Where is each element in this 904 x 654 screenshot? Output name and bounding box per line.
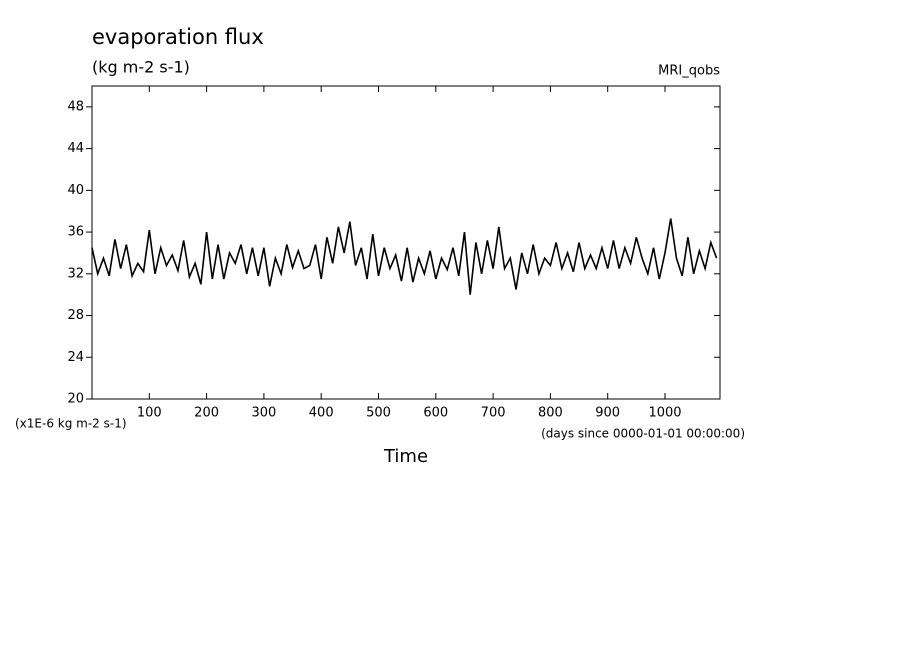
dataset-label: MRI_qobs bbox=[658, 64, 720, 79]
y-tick-label: 20 bbox=[67, 392, 84, 407]
x-tick-label: 100 bbox=[137, 406, 162, 421]
x-tick-label: 1000 bbox=[648, 406, 681, 421]
x-tick-label: 400 bbox=[309, 406, 334, 421]
x-tick-label: 900 bbox=[595, 406, 620, 421]
chart-subtitle: (kg m-2 s-1) bbox=[92, 58, 190, 77]
x-tick-label: 200 bbox=[194, 406, 219, 421]
x-tick-label: 600 bbox=[423, 406, 448, 421]
x-axis-units: (days since 0000-01-01 00:00:00) bbox=[541, 427, 745, 441]
y-tick-label: 48 bbox=[67, 99, 84, 114]
y-tick-label: 24 bbox=[67, 350, 84, 365]
y-tick-label: 32 bbox=[67, 266, 84, 281]
data-line bbox=[91, 218, 718, 295]
x-tick-label: 500 bbox=[366, 406, 391, 421]
chart-title: evaporation flux bbox=[92, 25, 264, 49]
y-tick-label: 36 bbox=[67, 225, 84, 240]
y-tick-label: 28 bbox=[67, 308, 84, 323]
x-axis-label: Time bbox=[383, 446, 428, 467]
y-axis-label: (x1E-6 kg m-2 s-1) bbox=[15, 417, 127, 431]
plot-frame bbox=[91, 85, 721, 400]
x-tick-label: 800 bbox=[538, 406, 563, 421]
x-tick-label: 300 bbox=[251, 406, 276, 421]
x-tick-label: 700 bbox=[481, 406, 506, 421]
y-tick-label: 40 bbox=[67, 183, 84, 198]
y-tick-label: 44 bbox=[67, 141, 84, 156]
